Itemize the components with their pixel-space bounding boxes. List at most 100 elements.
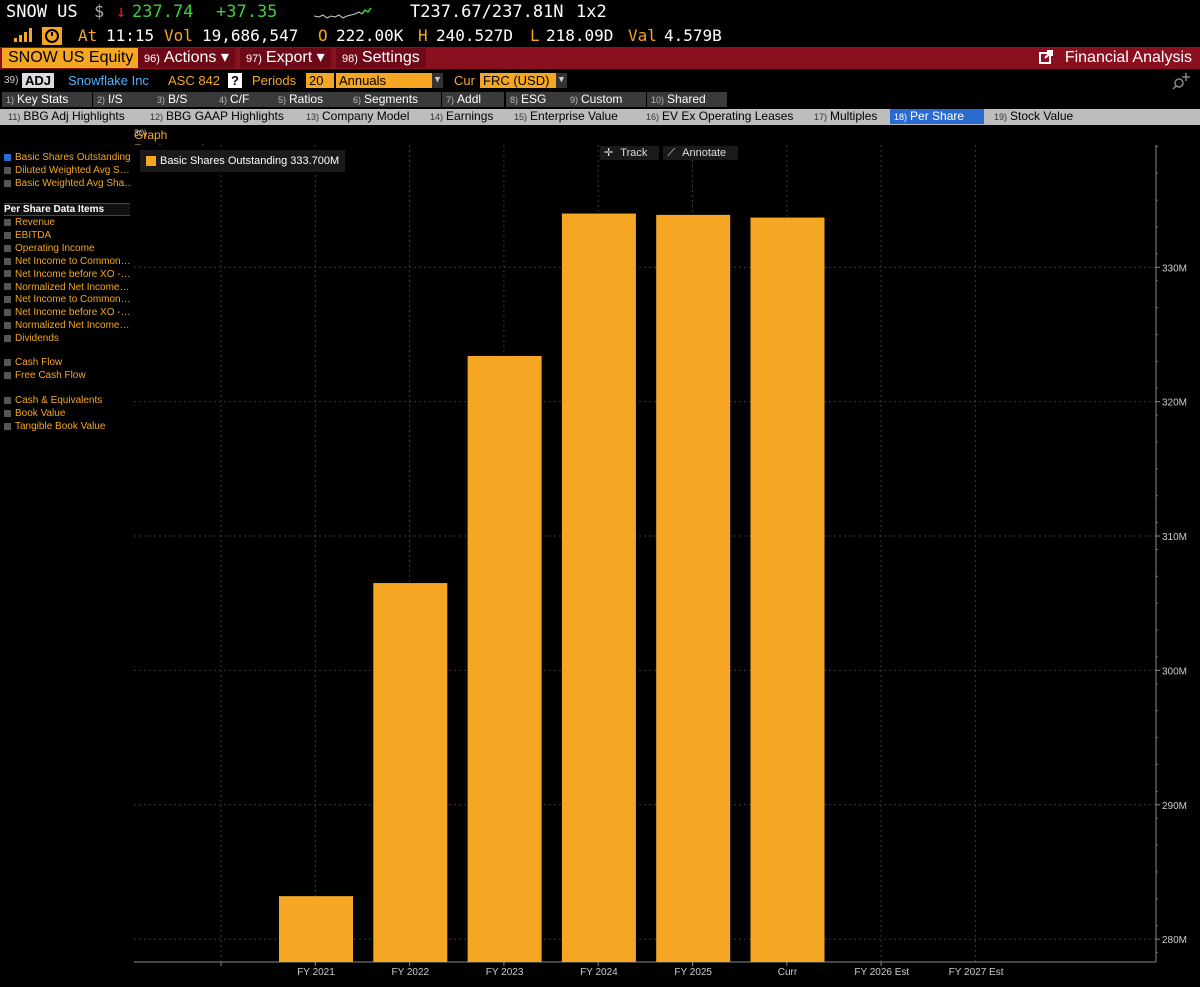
data-item[interactable]: Normalized Net Income… — [4, 282, 132, 293]
tab-income-statement[interactable]: 2) I/S — [93, 92, 155, 107]
checkbox-icon[interactable] — [4, 358, 11, 366]
data-item[interactable]: Net Income to Common… — [4, 256, 132, 267]
at-label: At — [78, 26, 98, 45]
checkbox-icon[interactable] — [4, 322, 11, 330]
bar[interactable] — [373, 583, 448, 962]
track-button[interactable]: ✛ Track — [600, 146, 660, 160]
vol-label: Vol — [164, 26, 193, 45]
tab-label: Company Model — [322, 109, 410, 123]
security-equity-field[interactable]: SNOW US Equity — [2, 48, 140, 68]
item-diluted-weighted-avg[interactable]: Diluted Weighted Avg S… — [4, 165, 132, 176]
last-time: 11:15 — [106, 26, 155, 45]
checkbox-icon[interactable] — [4, 334, 11, 342]
data-item[interactable]: Cash & Equivalents — [4, 395, 132, 406]
item-label: Net Income before XO -… — [15, 268, 131, 280]
tab-company-model[interactable]: 13) Company Model — [302, 109, 422, 124]
tab-cash-flow[interactable]: 4) C/F — [215, 92, 281, 107]
checkbox-icon[interactable] — [4, 309, 11, 317]
tab-balance-sheet[interactable]: 3) B/S — [153, 92, 217, 107]
actions-menu-button[interactable]: 96) Actions ▾ — [138, 48, 235, 68]
tab-label: BBG Adj Highlights — [23, 109, 125, 123]
item-basic-shares-outstanding[interactable]: Basic Shares Outstanding — [4, 152, 132, 163]
tab-number: 9) — [570, 95, 579, 105]
item-basic-weighted-avg[interactable]: Basic Weighted Avg Sha… — [4, 178, 132, 189]
tab-addl[interactable]: 7) Addl — [442, 92, 504, 107]
tab-enterprise-value[interactable]: 15) Enterprise Value — [510, 109, 638, 124]
tab-custom[interactable]: 9) Custom — [566, 92, 646, 107]
tab-shared[interactable]: 10) Shared — [647, 92, 727, 107]
data-item[interactable]: Net Income to Common… — [4, 294, 132, 305]
checkbox-icon[interactable] — [4, 166, 11, 174]
external-link-icon[interactable] — [1038, 50, 1053, 64]
tab-bbg-gaap-highlights[interactable]: 12) BBG GAAP Highlights — [146, 109, 300, 124]
adj-toggle[interactable]: ADJ — [22, 73, 55, 88]
data-item[interactable]: Cash Flow — [4, 357, 132, 368]
data-item[interactable]: Net Income before XO -… — [4, 269, 132, 280]
data-item[interactable]: Revenue — [4, 217, 132, 228]
checkbox-icon[interactable] — [4, 409, 11, 417]
bar[interactable] — [750, 217, 825, 962]
data-item[interactable]: EBITDA — [4, 230, 132, 241]
x-tick-label: FY 2026 Est — [854, 967, 909, 978]
data-item[interactable]: Net Income before XO -… — [4, 307, 132, 318]
tab-stock-value[interactable]: 19) Stock Value — [990, 109, 1090, 124]
checkbox-icon[interactable] — [4, 244, 11, 252]
checkbox-icon[interactable] — [4, 231, 11, 239]
data-item[interactable]: Free Cash Flow — [4, 370, 132, 381]
checkbox-icon[interactable] — [4, 218, 11, 226]
chevron-down-icon[interactable]: ▼ — [432, 73, 443, 88]
bar[interactable] — [467, 355, 542, 962]
checkbox-icon[interactable] — [4, 396, 11, 404]
y-tick-label: 310M — [1162, 532, 1187, 543]
data-item[interactable]: Tangible Book Value — [4, 421, 132, 432]
bar[interactable] — [656, 214, 731, 962]
data-item[interactable]: Normalized Net Income… — [4, 320, 132, 331]
frequency-select[interactable]: Annuals — [336, 73, 434, 88]
tab-bbg-adj-highlights[interactable]: 11) BBG Adj Highlights — [4, 109, 142, 124]
export-menu-button[interactable]: 97) Export ▾ — [240, 48, 331, 68]
checkbox-icon[interactable] — [4, 179, 11, 187]
bar[interactable] — [279, 896, 353, 962]
clock-icon[interactable] — [42, 27, 62, 45]
currency-select[interactable]: FRC (USD) — [480, 73, 558, 88]
checkbox-icon[interactable] — [4, 371, 11, 379]
settings-menu-button[interactable]: 98) Settings — [336, 48, 426, 68]
tab-esg[interactable]: 8) ESG — [506, 92, 568, 107]
financial-analysis-title[interactable]: Financial Analysis — [1038, 48, 1192, 68]
item-label: Basic Weighted Avg Sha… — [15, 178, 132, 189]
tab-earnings[interactable]: 14) Earnings — [426, 109, 508, 124]
x-tick-label: FY 2024 — [580, 967, 618, 978]
item-label: Free Cash Flow — [15, 369, 86, 381]
data-item[interactable]: Dividends — [4, 333, 132, 344]
bar[interactable] — [561, 213, 636, 962]
tab-key-stats[interactable]: 1) Key Stats — [2, 92, 92, 107]
settings-number: 98) — [342, 53, 358, 65]
tab-per-share[interactable]: 18) Per Share — [890, 109, 984, 124]
checkbox-icon[interactable] — [4, 270, 11, 278]
graph-fundamentals-header[interactable]: 30)Graph Fundamentals | GF » — [134, 126, 1200, 170]
checkbox-icon[interactable] — [4, 296, 11, 304]
tab-ratios[interactable]: 5) Ratios — [274, 92, 350, 107]
tab-label: Earnings — [446, 109, 494, 123]
item-label: EBITDA — [15, 229, 52, 241]
checkbox-icon[interactable] — [4, 283, 11, 291]
actions-number: 96) — [144, 53, 160, 65]
export-number: 97) — [246, 53, 262, 65]
checkbox-icon[interactable] — [4, 422, 11, 430]
tab-segments[interactable]: 6) Segments — [349, 92, 441, 107]
data-item[interactable]: Book Value — [4, 408, 132, 419]
help-icon[interactable]: ? — [228, 73, 242, 88]
checkbox-icon[interactable] — [4, 257, 11, 265]
checkbox-checked-icon[interactable] — [4, 153, 11, 161]
periods-label: Periods — [252, 73, 297, 88]
zoom-icon[interactable] — [1172, 72, 1192, 90]
tab-number: 4) — [219, 95, 228, 105]
annotate-button[interactable]: ⟋ Annotate — [663, 146, 739, 160]
chevron-down-icon[interactable]: ▼ — [556, 73, 567, 88]
tab-ev-ex-operating-leases[interactable]: 16) EV Ex Operating Leases — [642, 109, 806, 124]
data-item[interactable]: Operating Income — [4, 243, 132, 254]
periods-input[interactable]: 20 — [306, 73, 334, 88]
tab-multiples[interactable]: 17) Multiples — [810, 109, 894, 124]
currency-label: Cur — [454, 73, 475, 88]
bar-chart[interactable]: 280M 290M 300M 310M 320M 330M FY 2021 FY 2022 FY… — [134, 145, 1200, 980]
